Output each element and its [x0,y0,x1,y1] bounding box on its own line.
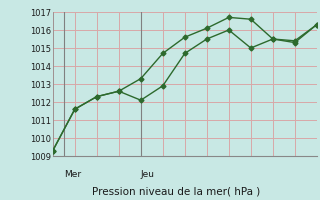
Text: Pression niveau de la mer( hPa ): Pression niveau de la mer( hPa ) [92,186,260,196]
Text: Jeu: Jeu [141,170,155,179]
Text: Mer: Mer [64,170,81,179]
